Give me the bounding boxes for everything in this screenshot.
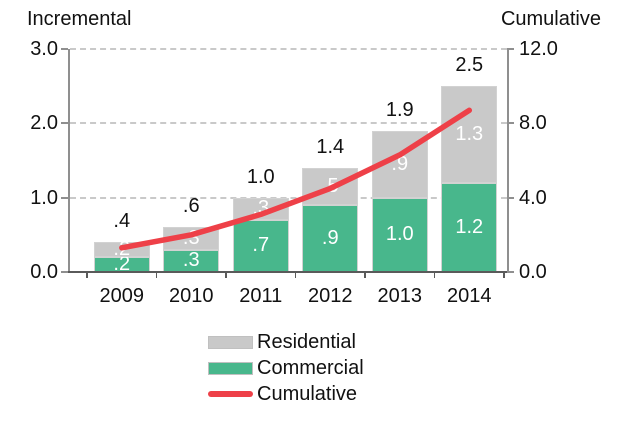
right-axis-tick <box>507 48 514 50</box>
y-axis-tick-label-left: 2.0 <box>30 112 58 135</box>
cumulative-line-swatch-icon <box>208 391 253 397</box>
x-axis-label: 2014 <box>447 285 492 307</box>
y-axis-tick-label-left: 1.0 <box>30 186 58 209</box>
left-axis-line <box>68 49 70 272</box>
x-axis-tick <box>364 273 366 278</box>
y-axis-tick-label-right: 12.0 <box>519 38 558 60</box>
gridline <box>70 48 507 50</box>
legend: Residential Commercial Cumulative <box>208 329 364 407</box>
x-axis-label: 2012 <box>308 285 353 307</box>
right-axis-tick <box>507 122 514 125</box>
y-axis-tick-label-left: 3.0 <box>30 38 58 60</box>
x-axis-tick <box>503 273 505 278</box>
y-axis-tick-label-right: 4.0 <box>519 186 547 209</box>
x-axis-label: 2009 <box>99 285 145 307</box>
commercial-swatch-icon <box>208 361 253 375</box>
x-axis-line <box>68 271 508 273</box>
y-axis-tick-label-right: 0.0 <box>519 261 547 283</box>
y-axis-tick-label-right: 8.0 <box>519 112 547 135</box>
right-axis-line <box>507 49 509 272</box>
left-axis-tick <box>61 122 68 125</box>
right-axis-tick <box>507 271 514 273</box>
y-axis-tick-label-left: 0.0 <box>30 261 58 283</box>
left-axis-tick <box>61 271 68 273</box>
left-axis-tick <box>61 48 68 50</box>
residential-swatch-icon <box>208 335 253 349</box>
right-axis-title: Cumulative <box>500 8 601 30</box>
legend-item-cumulative: Cumulative <box>208 381 364 407</box>
x-axis-label: 2011 <box>239 285 283 307</box>
x-axis-label: 2013 <box>377 285 423 307</box>
legend-item-residential: Residential <box>208 329 364 355</box>
x-axis-tick <box>86 273 88 278</box>
right-axis-tick <box>507 196 514 199</box>
x-axis-tick <box>294 273 297 278</box>
legend-item-commercial: Commercial <box>208 355 364 381</box>
bar-segment-commercial: .3 <box>163 249 220 272</box>
x-axis-label: 2010 <box>169 285 214 307</box>
left-axis-tick <box>61 196 68 199</box>
left-axis-title: Incremental <box>27 8 132 30</box>
legend-label: Cumulative <box>257 382 358 405</box>
bar-total-label: 2.5 <box>455 54 484 77</box>
x-axis-tick <box>155 273 158 278</box>
legend-label: Residential <box>257 330 356 353</box>
x-axis-tick <box>225 273 227 278</box>
x-axis-tick <box>433 273 436 278</box>
legend-label: Commercial <box>257 356 364 379</box>
bar-segment-commercial: .2 <box>93 253 150 275</box>
